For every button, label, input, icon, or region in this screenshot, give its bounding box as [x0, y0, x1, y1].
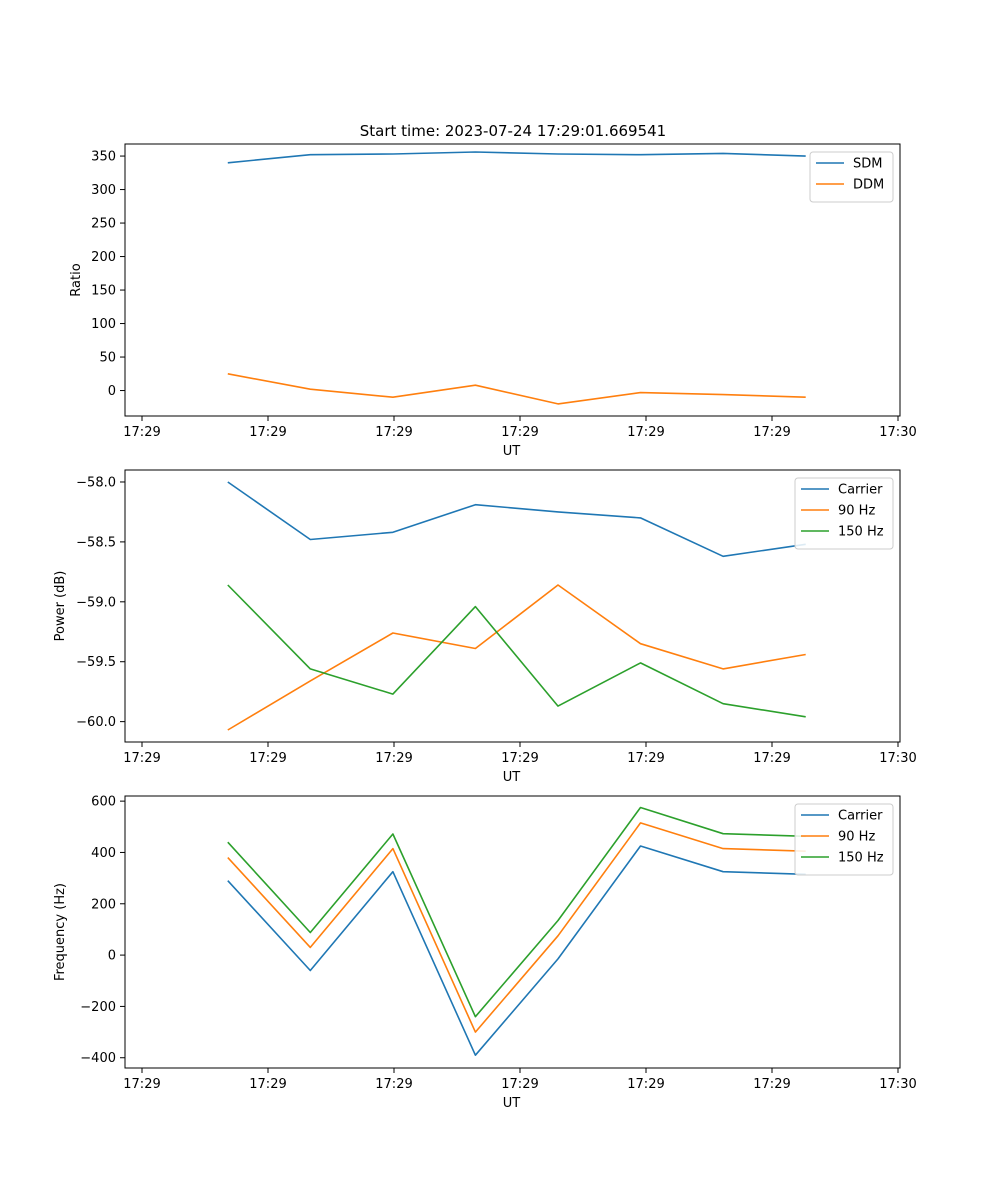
- x-tick-label: 17:29: [249, 1077, 286, 1092]
- x-axis-label: UT: [503, 770, 521, 785]
- y-tick-label: −59.5: [76, 655, 116, 670]
- series-line-carrier: [227, 481, 806, 558]
- legend: SDM DDM: [809, 151, 894, 203]
- legend: Carrier 90 Hz 150 Hz: [794, 803, 894, 876]
- legend-label: SDM: [853, 157, 882, 172]
- y-tick-label: 200: [91, 250, 116, 265]
- x-tick-label: 17:29: [249, 751, 286, 766]
- x-tick-label: 17:29: [123, 751, 160, 766]
- y-tick-label: 0: [108, 384, 116, 399]
- y-tick-label: 300: [91, 183, 116, 198]
- series-line-90-hz: [227, 822, 806, 1033]
- series-line-ddm: [227, 373, 806, 405]
- axes-frame: [124, 795, 901, 1069]
- x-tick-label: 17:29: [627, 751, 664, 766]
- x-tick-label: 17:29: [123, 1077, 160, 1092]
- y-tick-label: −400: [80, 1051, 116, 1066]
- chart-panel-2: 17:29 17:29 17:29 17:29 17:29 17:29 17:30 −60.0…: [53, 469, 917, 785]
- series-line-150-hz: [227, 806, 806, 1018]
- legend-label: 150 Hz: [838, 851, 884, 866]
- y-tick-label: 200: [91, 897, 116, 912]
- chart-panel-3: 17:29 17:29 17:29 17:29 17:29 17:29 17:30 −400 −…: [53, 795, 917, 1111]
- figure-title: Start time: 2023-07-24 17:29:01.669541: [360, 122, 666, 140]
- x-tick-label: 17:29: [627, 1077, 664, 1092]
- x-tick-label: 17:30: [879, 425, 916, 440]
- legend-label: Carrier: [838, 809, 883, 824]
- y-tick-label: 50: [99, 351, 116, 366]
- y-tick-label: −60.0: [76, 715, 116, 730]
- x-tick-label: 17:29: [501, 1077, 538, 1092]
- axes-frame: [124, 469, 901, 743]
- series-line-sdm: [227, 151, 806, 164]
- y-tick-label: −58.0: [76, 475, 116, 490]
- y-tick-label: 350: [91, 150, 116, 165]
- x-tick-label: 17:29: [753, 751, 790, 766]
- legend-label: 90 Hz: [838, 504, 875, 519]
- y-tick-label: 150: [91, 284, 116, 299]
- x-tick-label: 17:29: [375, 751, 412, 766]
- x-tick-label: 17:29: [123, 425, 160, 440]
- y-tick-label: 400: [91, 846, 116, 861]
- y-tick-label: 600: [91, 795, 116, 810]
- x-tick-label: 17:30: [879, 1077, 916, 1092]
- x-tick-label: 17:29: [375, 1077, 412, 1092]
- axes-frame: [124, 143, 901, 417]
- x-tick-label: 17:29: [753, 425, 790, 440]
- y-tick-label: 0: [108, 949, 116, 964]
- y-axis-label: Frequency (Hz): [53, 883, 68, 981]
- x-tick-label: 17:30: [879, 751, 916, 766]
- x-tick-label: 17:29: [249, 425, 286, 440]
- y-tick-label: 100: [91, 317, 116, 332]
- legend-label: Carrier: [838, 483, 883, 498]
- x-tick-label: 17:29: [753, 1077, 790, 1092]
- y-tick-label: 250: [91, 217, 116, 232]
- x-tick-label: 17:29: [375, 425, 412, 440]
- x-axis-label: UT: [503, 444, 521, 459]
- chart-panel-1: 17:29 17:29 17:29 17:29 17:29 17:29 17:30 0 50 10…: [69, 143, 917, 459]
- panels: 17:29 17:29 17:29 17:29 17:29 17:29 17:30 0 50 10…: [53, 143, 917, 1111]
- y-tick-label: −58.5: [76, 535, 116, 550]
- series-line-carrier: [227, 845, 806, 1056]
- legend-label: 90 Hz: [838, 830, 875, 845]
- legend-label: 150 Hz: [838, 525, 884, 540]
- x-tick-label: 17:29: [501, 425, 538, 440]
- x-axis-label: UT: [503, 1096, 521, 1111]
- legend: Carrier 90 Hz 150 Hz: [794, 477, 894, 550]
- series-line-150-hz: [227, 584, 806, 718]
- x-tick-label: 17:29: [627, 425, 664, 440]
- y-tick-label: −200: [80, 1000, 116, 1015]
- y-axis-label: Power (dB): [53, 571, 68, 642]
- y-axis-label: Ratio: [69, 263, 84, 296]
- y-tick-label: −59.0: [76, 595, 116, 610]
- legend-label: DDM: [853, 178, 884, 193]
- x-tick-label: 17:29: [501, 751, 538, 766]
- legend-box: [809, 151, 894, 203]
